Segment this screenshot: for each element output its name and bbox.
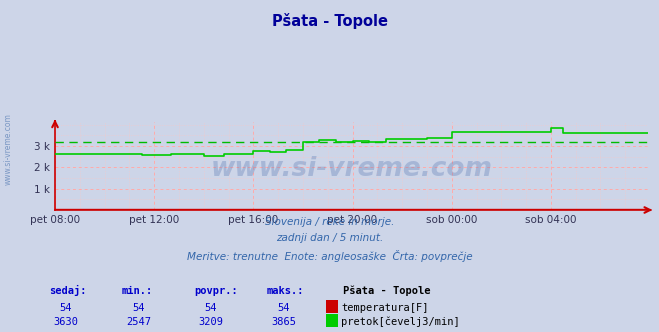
Text: min.:: min.:: [122, 286, 153, 296]
Text: 3209: 3209: [198, 317, 223, 327]
Text: www.si-vreme.com: www.si-vreme.com: [210, 156, 492, 182]
Text: 3630: 3630: [53, 317, 78, 327]
Text: pretok[čevelj3/min]: pretok[čevelj3/min]: [341, 317, 460, 327]
Text: temperatura[F]: temperatura[F]: [341, 303, 429, 313]
Text: Pšata - Topole: Pšata - Topole: [343, 285, 430, 296]
Text: 54: 54: [277, 303, 289, 313]
Text: povpr.:: povpr.:: [194, 286, 238, 296]
Text: Slovenija / reke in morje.: Slovenija / reke in morje.: [265, 217, 394, 227]
Text: 3865: 3865: [271, 317, 296, 327]
Text: 54: 54: [132, 303, 144, 313]
Text: 2547: 2547: [126, 317, 151, 327]
Text: www.si-vreme.com: www.si-vreme.com: [3, 114, 13, 185]
Text: 54: 54: [60, 303, 72, 313]
Text: sedaj:: sedaj:: [49, 285, 87, 296]
Text: maks.:: maks.:: [267, 286, 304, 296]
Text: zadnji dan / 5 minut.: zadnji dan / 5 minut.: [276, 233, 383, 243]
Text: Meritve: trenutne  Enote: angleosaške  Črta: povprečje: Meritve: trenutne Enote: angleosaške Črt…: [186, 250, 473, 262]
Text: 54: 54: [205, 303, 217, 313]
Text: Pšata - Topole: Pšata - Topole: [272, 13, 387, 29]
